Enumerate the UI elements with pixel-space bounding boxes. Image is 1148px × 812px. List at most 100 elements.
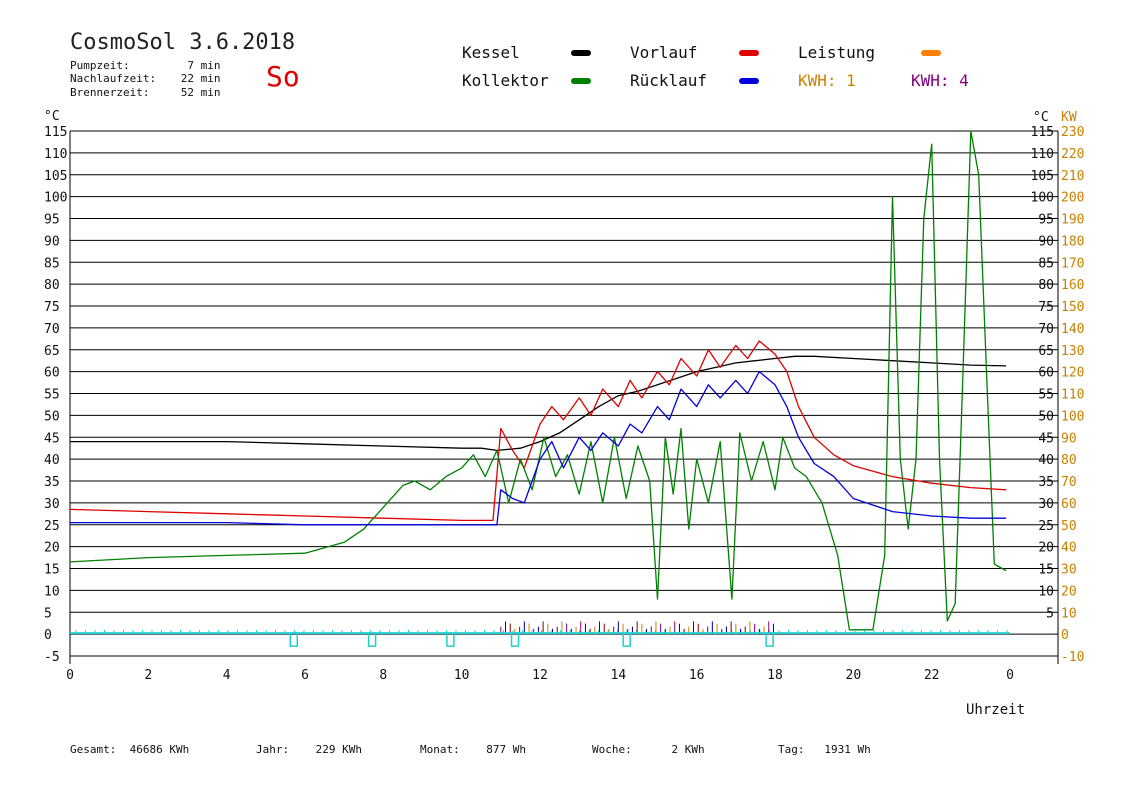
y-tick-kw: 230: [1061, 125, 1084, 140]
y-tick-left: 0: [44, 628, 52, 643]
y-tick-kw: 50: [1061, 519, 1077, 534]
chart-tick-labels: -505101520253035404550556065707580859095…: [44, 125, 1084, 683]
legend-vorlauf-label: Vorlauf: [630, 43, 698, 62]
y-tick-right: 30: [1038, 497, 1054, 512]
y-tick-left: 85: [44, 256, 60, 271]
series-kollektor: [69, 130, 1007, 631]
weekday-label: So: [266, 60, 300, 93]
y-tick-kw: 60: [1061, 497, 1077, 512]
x-tick: 10: [454, 668, 470, 683]
y-tick-left: 105: [44, 169, 67, 184]
series-vorlauf: [69, 340, 1007, 522]
y-tick-left: 65: [44, 344, 60, 359]
footer-week: Woche: 2 KWh: [592, 743, 705, 756]
x-tick: 4: [223, 668, 231, 683]
y-tick-left: 15: [44, 563, 60, 578]
legend-leistung-label: Leistung: [798, 43, 876, 62]
y-tick-kw: 210: [1061, 169, 1084, 184]
x-tick: 18: [767, 668, 783, 683]
y-left-unit: °C: [44, 109, 60, 124]
x-axis-label: Uhrzeit: [966, 702, 1026, 718]
y-tick-kw: 160: [1061, 278, 1084, 293]
y-tick-right: 100: [1031, 191, 1054, 206]
y-tick-kw: 200: [1061, 191, 1084, 206]
y-tick-right: 105: [1031, 169, 1054, 184]
burner-markers: [70, 621, 1010, 647]
y-tick-kw: 130: [1061, 344, 1084, 359]
x-tick: 16: [689, 668, 705, 683]
y-tick-left: 30: [44, 497, 60, 512]
y-tick-kw: 110: [1061, 388, 1084, 403]
y-tick-kw: 180: [1061, 234, 1084, 249]
y-tick-right: 90: [1038, 234, 1054, 249]
y-tick-right: 75: [1038, 300, 1054, 315]
x-tick: 0: [1006, 668, 1014, 683]
y-tick-left: 80: [44, 278, 60, 293]
y-tick-kw: 10: [1061, 606, 1077, 621]
legend-kollektor-label: Kollektor: [462, 71, 549, 90]
y-tick-kw: 100: [1061, 409, 1084, 424]
burner-time: Brennerzeit: 52 min: [70, 86, 221, 99]
y-tick-kw: 120: [1061, 366, 1084, 381]
y-tick-left: 90: [44, 234, 60, 249]
y-tick-kw: 150: [1061, 300, 1084, 315]
y-tick-left: 70: [44, 322, 60, 337]
x-tick: 22: [924, 668, 940, 683]
chart-grid: [69, 130, 1059, 664]
y-kw-unit: KW: [1061, 110, 1077, 125]
y-tick-right: 15: [1038, 563, 1054, 578]
y-tick-right: 45: [1038, 431, 1054, 446]
burner-marker: [510, 632, 520, 647]
y-tick-left: 40: [44, 453, 60, 468]
legend-leistung-swatch: [921, 50, 941, 56]
series-kessel: [70, 355, 1007, 452]
y-tick-right: 70: [1038, 322, 1054, 337]
y-tick-left: 20: [44, 541, 60, 556]
footer-total: Gesamt: 46686 KWh: [70, 743, 190, 756]
burner-marker: [289, 632, 298, 647]
y-tick-kw: 90: [1061, 431, 1077, 446]
y-tick-left: 110: [44, 147, 67, 162]
x-tick: 2: [144, 668, 152, 683]
burner-marker: [367, 632, 377, 647]
burner-marker: [622, 632, 631, 647]
y-tick-right: 25: [1038, 519, 1054, 534]
y-tick-kw: 30: [1061, 563, 1077, 578]
y-tick-left: 25: [44, 519, 60, 534]
pump-time: Pumpzeit: 7 min: [70, 59, 221, 72]
burner-marker: [765, 632, 774, 647]
y-tick-right: 55: [1038, 388, 1054, 403]
y-tick-right: 65: [1038, 344, 1054, 359]
y-tick-kw: 20: [1061, 584, 1077, 599]
y-tick-right: 10: [1038, 584, 1054, 599]
x-tick: 14: [611, 668, 627, 683]
chart-title: CosmoSol 3.6.2018: [70, 30, 296, 55]
y-tick-left: 75: [44, 300, 60, 315]
y-tick-right: 5: [1046, 606, 1054, 621]
legend-ruecklauf-label: Rücklauf: [630, 71, 708, 90]
kwh-4-label: KWH: 4: [911, 71, 969, 90]
footer-day: Tag: 1931 Wh: [778, 743, 871, 756]
footer-month: Monat: 877 Wh: [420, 743, 526, 756]
series-ruecklauf: [70, 370, 1007, 526]
y-tick-kw: -10: [1061, 650, 1084, 665]
y-tick-left: 5: [44, 606, 52, 621]
y-tick-left: 35: [44, 475, 60, 490]
y-tick-kw: 0: [1061, 628, 1069, 643]
y-tick-left: -5: [44, 650, 60, 665]
y-tick-right: 80: [1038, 278, 1054, 293]
y-tick-right: 85: [1038, 256, 1054, 271]
y-tick-right: 95: [1038, 213, 1054, 228]
y-tick-left: 10: [44, 584, 60, 599]
x-tick: 20: [846, 668, 862, 683]
y-right-unit: °C: [1033, 110, 1049, 125]
y-tick-kw: 190: [1061, 213, 1084, 228]
burner-marker: [446, 632, 455, 647]
y-tick-kw: 140: [1061, 322, 1084, 337]
y-tick-kw: 70: [1061, 475, 1077, 490]
legend-kollektor-swatch: [571, 78, 591, 84]
y-tick-right: 60: [1038, 366, 1054, 381]
y-tick-left: 60: [44, 366, 60, 381]
y-tick-right: 110: [1031, 147, 1054, 162]
